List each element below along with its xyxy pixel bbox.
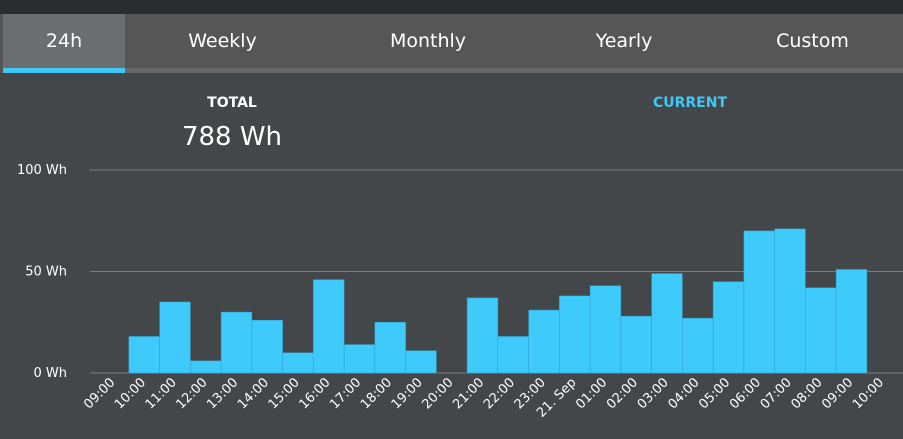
- bar: [528, 309, 560, 374]
- x-tick-label: 16:00: [296, 375, 333, 412]
- bar: [651, 273, 683, 374]
- y-tick-label: 100 Wh: [17, 163, 67, 178]
- x-tick-label: 04:00: [665, 375, 702, 412]
- total-value: 788 Wh: [182, 122, 282, 152]
- x-tick-label: 21:00: [450, 375, 487, 412]
- tab[interactable]: 24h: [3, 14, 125, 68]
- x-tick-label: 09:00: [819, 375, 856, 412]
- x-tick-label: 02:00: [604, 375, 641, 412]
- bar: [128, 336, 160, 374]
- bar: [620, 315, 652, 374]
- bar: [251, 319, 283, 374]
- bar: [682, 317, 714, 374]
- x-tick-label: 15:00: [266, 375, 303, 412]
- tab[interactable]: Monthly: [389, 30, 467, 52]
- tab-divider: [125, 68, 903, 73]
- chart: TOTAL 788 Wh CURRENT 0 Wh 50 Wh 100 Wh 09:0…: [17, 95, 903, 421]
- bar: [190, 360, 222, 374]
- x-tick-label: 08:00: [788, 375, 825, 412]
- x-tick-label: 05:00: [696, 375, 733, 412]
- tab[interactable]: Yearly: [595, 30, 653, 52]
- tab[interactable]: Weekly: [188, 30, 257, 52]
- bar: [589, 285, 622, 374]
- x-tick-label: 22:00: [481, 375, 518, 412]
- current-label: CURRENT: [653, 95, 727, 111]
- y-tick-label: 50 Wh: [25, 265, 67, 280]
- x-tick-label: 09:00: [81, 375, 118, 412]
- x-tick-label: 01:00: [573, 375, 610, 412]
- x-tick-label: 10:00: [850, 375, 887, 412]
- bar: [313, 279, 345, 374]
- x-tick-label: 12:00: [173, 375, 210, 412]
- x-tick-label: 07:00: [758, 375, 795, 412]
- tab-bar: 24h Weekly Monthly Yearly Custom: [0, 14, 903, 73]
- bar: [712, 281, 745, 374]
- y-tick-label: 0 Wh: [34, 366, 68, 381]
- bar: [559, 295, 591, 374]
- x-tick-label: 14:00: [235, 375, 272, 412]
- bar: [282, 352, 314, 374]
- x-tick-label: 10:00: [112, 375, 149, 412]
- bar: [497, 336, 529, 374]
- bar: [343, 344, 376, 374]
- bar: [220, 311, 253, 374]
- x-tick-label: 03:00: [635, 375, 672, 412]
- bar: [774, 228, 806, 374]
- x-tick-label: 13:00: [204, 375, 241, 412]
- total-label: TOTAL: [207, 95, 257, 111]
- x-tick-label: 18:00: [358, 375, 395, 412]
- x-tick-label: 17:00: [327, 375, 364, 412]
- bar: [466, 297, 499, 374]
- x-tick-label: 06:00: [727, 375, 764, 412]
- bar: [159, 301, 191, 374]
- x-tick-label: 20:00: [419, 375, 456, 412]
- bar: [743, 230, 775, 374]
- top-strip: [0, 0, 903, 14]
- bar: [405, 350, 437, 374]
- x-tick-label: 11:00: [143, 375, 180, 412]
- bar: [835, 269, 868, 374]
- bar: [374, 322, 406, 374]
- bar: [805, 287, 837, 374]
- tab[interactable]: Custom: [776, 30, 849, 52]
- active-tab-indicator: [3, 68, 125, 73]
- x-tick-label: 19:00: [389, 375, 426, 412]
